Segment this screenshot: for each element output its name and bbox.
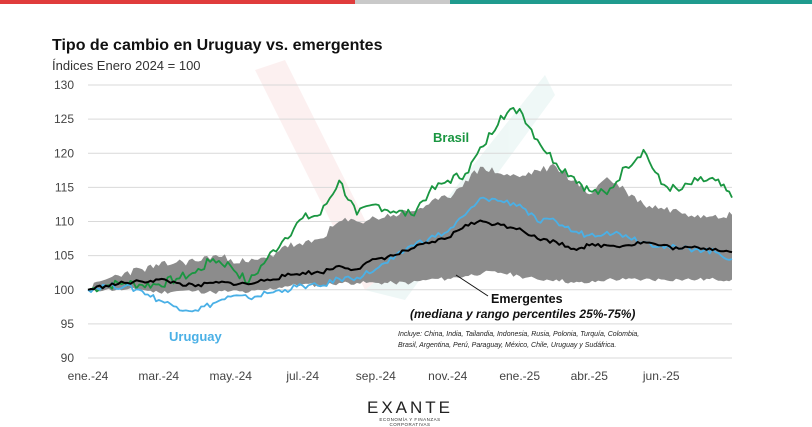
y-tick-label: 95 xyxy=(61,317,75,331)
x-tick-label: nov.-24 xyxy=(428,369,467,383)
x-tick-label: jul.-24 xyxy=(285,369,319,383)
y-tick-label: 90 xyxy=(61,351,75,365)
emergentes-label: Emergentes xyxy=(491,292,563,306)
chart-title: Tipo de cambio en Uruguay vs. emergentes xyxy=(52,37,383,54)
y-tick-label: 125 xyxy=(54,112,74,126)
incluye-line-2: Brasil, Argentina, Perú, Paraguay, Méxic… xyxy=(398,342,616,349)
x-tick-label: mar.-24 xyxy=(138,369,179,383)
top-accent-bar-gray xyxy=(355,0,450,4)
logo-tagline: ECONOMÍA Y FINANZAS CORPORATIVAS xyxy=(379,417,441,427)
series-line-uruguay xyxy=(87,196,733,313)
top-accent-bar-red xyxy=(0,0,355,4)
x-tick-label: ene.-24 xyxy=(68,369,109,383)
emergentes-detail: (mediana y rango percentiles 25%-75%) xyxy=(410,307,635,321)
logo-name: EXANTE xyxy=(366,398,454,417)
y-tick-label: 120 xyxy=(54,146,74,160)
percentile-band-area xyxy=(88,163,732,294)
x-tick-label: sep.-24 xyxy=(356,369,396,383)
emergentes-pointer xyxy=(455,274,489,297)
brasil-label: Brasil xyxy=(433,130,469,145)
top-accent-bar-teal xyxy=(450,0,812,4)
incluye-line-1: Incluye: China, India, Tailandia, Indone… xyxy=(398,331,639,338)
x-tick-label: may.-24 xyxy=(209,369,252,383)
y-tick-label: 110 xyxy=(55,215,74,229)
uruguay-label: Uruguay xyxy=(169,329,223,344)
y-tick-label: 130 xyxy=(54,78,74,92)
y-tick-label: 100 xyxy=(54,283,74,297)
exante-logo: EXANTE ECONOMÍA Y FINANZAS CORPORATIVAS xyxy=(360,398,460,427)
chart-subtitle: Índices Enero 2024 = 100 xyxy=(52,58,201,73)
series-line-brasil xyxy=(87,107,733,293)
y-tick-label: 115 xyxy=(55,180,74,194)
y-tick-label: 105 xyxy=(54,249,74,263)
x-tick-label: ene.-25 xyxy=(499,369,540,383)
series-line-emergentes xyxy=(87,219,733,291)
x-tick-label: jun.-25 xyxy=(642,369,680,383)
x-tick-label: abr.-25 xyxy=(571,369,609,383)
